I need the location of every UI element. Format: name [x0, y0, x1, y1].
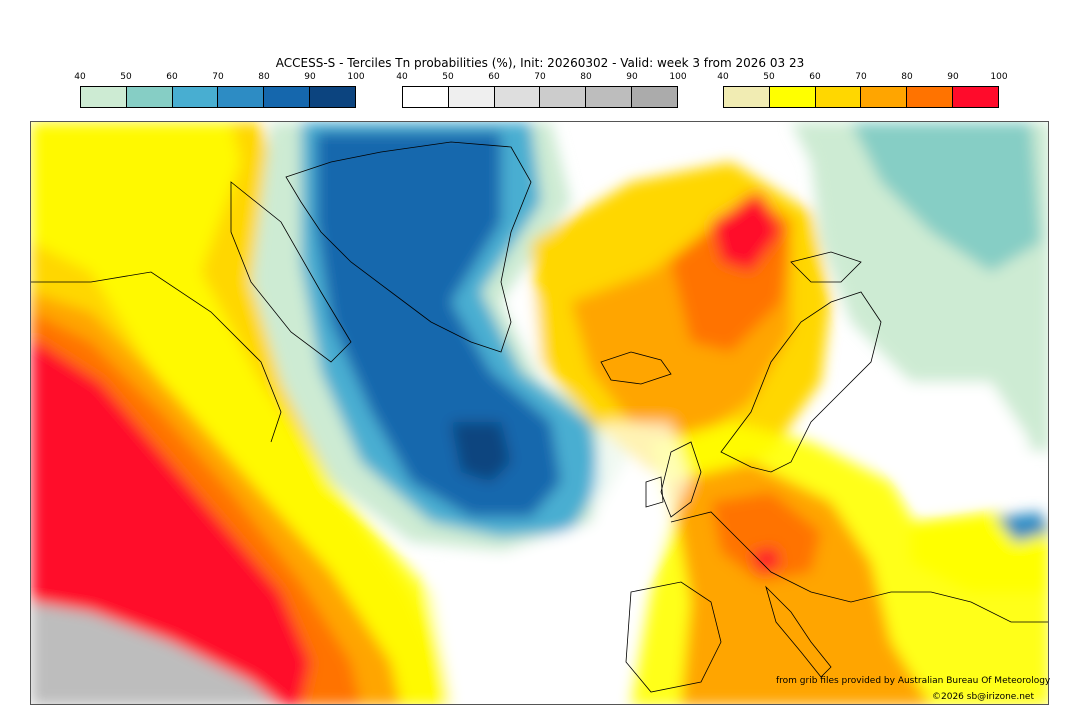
white-field-british-isles	[591, 422, 691, 582]
tick-label: 40	[74, 72, 86, 82]
legend-swatch	[494, 87, 541, 107]
tick-label: 60	[809, 72, 821, 82]
legend-swatch	[724, 87, 770, 107]
tick-label: 90	[626, 72, 638, 82]
tick-label: 90	[947, 72, 959, 82]
coastline-iberia	[625, 581, 722, 693]
blue-field-darkest	[451, 422, 511, 482]
legend-ticks: 40 50 60 70 80 90 100	[717, 72, 1007, 86]
coastline-british-isles	[645, 441, 702, 518]
legend-swatch	[953, 87, 998, 107]
legend-swatch	[403, 87, 449, 107]
red-field-barents	[711, 192, 781, 272]
coastline-kola	[790, 251, 862, 283]
probability-fields	[31, 122, 1048, 704]
legend-near-normal: 40 50 60 70 80 90 100	[396, 72, 687, 108]
coastline-iceland	[600, 351, 672, 385]
teal-field-siberia	[851, 122, 1041, 272]
red-field-alps	[751, 547, 781, 572]
tick-label: 100	[347, 72, 365, 82]
grey-field-southwest	[31, 602, 279, 704]
tick-label: 100	[669, 72, 687, 82]
tick-label: 70	[534, 72, 546, 82]
legend-swatch	[126, 87, 173, 107]
coastline-scandinavia	[720, 291, 882, 473]
tick-label: 70	[212, 72, 224, 82]
legend-swatch	[815, 87, 862, 107]
tick-label: 50	[763, 72, 775, 82]
tick-label: 80	[901, 72, 913, 82]
legend-swatch	[861, 87, 908, 107]
coastline-baffin	[230, 181, 352, 363]
white-field-eastern-europe	[891, 382, 1031, 502]
coastline-europe	[670, 511, 1048, 623]
legend-above-normal: 40 50 60 70 80 90 100	[717, 72, 1008, 108]
legend-below-normal: 40 50 60 70 80 90 100	[74, 72, 365, 108]
blue-field-caspian	[996, 512, 1048, 542]
copyright-credit: ©2026 sb@irizone.net	[932, 692, 1034, 702]
darkorange-field-alps	[711, 492, 821, 582]
legend-colorbar	[723, 86, 999, 108]
coastlines	[31, 141, 1048, 693]
legend-swatch	[218, 87, 265, 107]
tick-label: 90	[304, 72, 316, 82]
legend-swatch	[448, 87, 495, 107]
tick-label: 50	[120, 72, 132, 82]
coastline-greenland	[285, 141, 532, 353]
tick-label: 100	[990, 72, 1008, 82]
legend-colorbar	[402, 86, 678, 108]
tick-label: 60	[166, 72, 178, 82]
legend-swatch	[632, 87, 677, 107]
tick-label: 80	[580, 72, 592, 82]
legend-swatch	[586, 87, 633, 107]
red-field-west	[31, 337, 311, 704]
tick-label: 80	[258, 72, 270, 82]
coastline-labrador	[31, 271, 282, 443]
legend-swatch	[769, 87, 816, 107]
blue-field-core	[316, 132, 561, 517]
legend-ticks: 40 50 60 70 80 90 100	[396, 72, 686, 86]
probability-map[interactable]	[30, 121, 1049, 705]
map-title: ACCESS-S - Terciles Tn probabilities (%)…	[275, 56, 805, 70]
legend-swatch	[310, 87, 355, 107]
source-credit: from grib files provided by Australian B…	[776, 676, 1051, 686]
tick-label: 40	[396, 72, 408, 82]
tick-label: 50	[442, 72, 454, 82]
tick-label: 70	[855, 72, 867, 82]
tick-label: 60	[488, 72, 500, 82]
legend-swatch	[264, 87, 311, 107]
legend-swatch	[907, 87, 954, 107]
tick-label: 40	[717, 72, 729, 82]
legend-swatch	[81, 87, 127, 107]
map-canvas	[31, 122, 1048, 704]
legend-colorbar	[80, 86, 356, 108]
legend-swatch	[540, 87, 587, 107]
yellow-field-west	[31, 122, 471, 704]
legend-ticks: 40 50 60 70 80 90 100	[74, 72, 364, 86]
coastline-italy	[765, 585, 832, 678]
legend-swatch	[172, 87, 219, 107]
